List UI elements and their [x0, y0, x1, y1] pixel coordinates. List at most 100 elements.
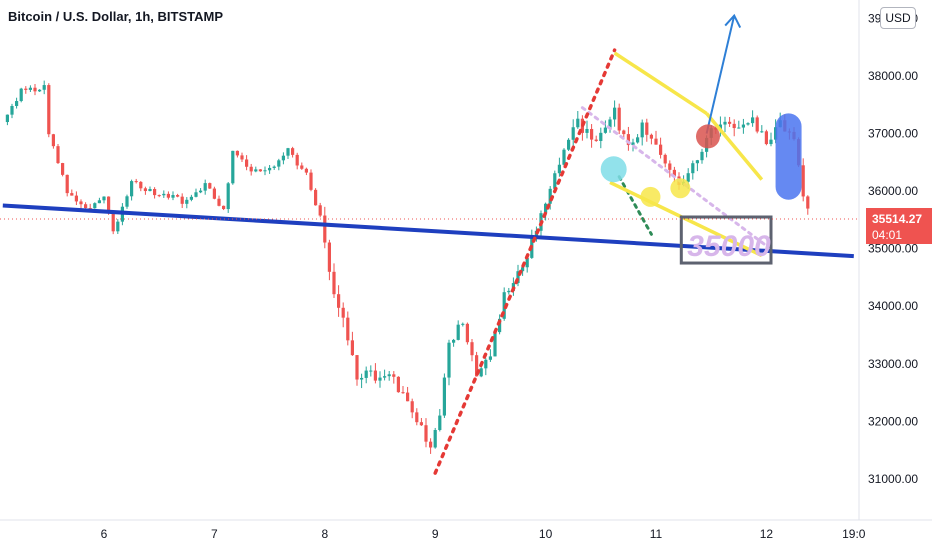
last-price-value: 35514.27: [872, 212, 923, 226]
wedge-line: [613, 51, 708, 115]
candle-up: [700, 151, 704, 161]
candle-up: [691, 163, 695, 174]
candle-down: [732, 123, 736, 129]
candle-down: [157, 195, 161, 197]
time-tick-label: 8: [321, 527, 328, 541]
candle-down: [309, 172, 313, 190]
candle-up: [15, 101, 19, 106]
candle-down: [153, 188, 157, 196]
candle-up: [148, 188, 152, 192]
candle-up: [571, 127, 575, 140]
candle-up: [199, 190, 203, 193]
candle-up: [640, 122, 644, 138]
cyan-highlight-circle: [600, 156, 627, 183]
candle-down: [24, 88, 28, 90]
price-tick-label: 32000.00: [868, 414, 918, 428]
candle-up: [718, 124, 722, 130]
wedge-line: [609, 180, 763, 258]
currency-button[interactable]: USD: [880, 7, 916, 29]
candle-up: [38, 89, 42, 92]
candle-down: [212, 188, 216, 199]
candle-up: [286, 148, 290, 156]
candle-down: [166, 193, 170, 198]
candle-up: [42, 85, 46, 90]
candle-up: [631, 142, 635, 146]
candle-down: [594, 139, 598, 141]
candle-up: [254, 169, 258, 172]
candle-up: [603, 127, 607, 133]
candle-down: [61, 163, 65, 175]
candle-down: [410, 401, 414, 413]
price-tick-label: 34000.00: [868, 299, 918, 313]
candle-up: [613, 107, 617, 120]
candle-up: [387, 374, 391, 377]
candle-up: [433, 430, 437, 448]
candle-up: [268, 167, 272, 171]
candle-up: [130, 181, 134, 197]
candle-up: [521, 267, 525, 272]
price-tick-label: 36000.00: [868, 184, 918, 198]
candle-down: [222, 205, 226, 210]
candle-down: [74, 195, 78, 202]
candle-up: [360, 377, 364, 380]
candle-up: [19, 88, 23, 102]
candle-down: [323, 215, 327, 243]
candle-down: [626, 134, 630, 146]
candle-down: [33, 87, 37, 92]
candle-down: [622, 130, 626, 135]
candle-down: [350, 340, 354, 356]
purple-dotted-projection: [580, 106, 768, 248]
candle-down: [401, 392, 405, 394]
green-dotted-projection: [617, 175, 653, 236]
candle-down: [79, 201, 83, 205]
price-tick-label: 37000.00: [868, 127, 918, 141]
candle-down: [300, 165, 304, 169]
candle-down: [470, 342, 474, 356]
candle-up: [456, 324, 460, 340]
candle-up: [93, 203, 97, 209]
drawings-layer: 35000: [0, 13, 859, 475]
yellow-highlight-circle: [670, 178, 691, 199]
candle-down: [111, 211, 115, 232]
candle-down: [341, 307, 345, 318]
candle-up: [97, 200, 101, 204]
candle-up: [452, 339, 456, 343]
candle-up: [562, 149, 566, 165]
time-tick-label: 7: [211, 527, 218, 541]
price-axis[interactable]: 31000.00 32000.00 33000.00 34000.00 35000.00…: [868, 11, 918, 485]
candle-down: [764, 131, 768, 145]
price-tick-label: 33000.00: [868, 357, 918, 371]
candle-down: [56, 146, 60, 164]
candle-up: [567, 139, 571, 150]
candle-down: [373, 370, 377, 381]
time-tick-label: 9: [432, 527, 439, 541]
candle-up: [272, 166, 276, 168]
candle-up: [548, 188, 552, 204]
candle-up: [488, 356, 492, 360]
candle-down: [47, 85, 51, 135]
candle-down: [134, 181, 138, 183]
candle-up: [695, 160, 699, 164]
candle-down: [806, 196, 810, 209]
candle-down: [672, 169, 676, 177]
price-tick-label: 31000.00: [868, 472, 918, 486]
time-tick-label: 10: [539, 527, 553, 541]
candle-up: [507, 290, 511, 293]
candle-down: [755, 117, 759, 132]
candle-up: [686, 173, 690, 182]
candle-up: [737, 127, 741, 129]
candle-up: [263, 170, 267, 172]
candle-down: [327, 242, 331, 272]
candle-up: [438, 415, 442, 431]
candle-down: [107, 196, 111, 212]
candle-down: [337, 294, 341, 308]
candle-up: [442, 377, 446, 416]
time-axis[interactable]: 6 7 8 9 10 11 12 19:0: [101, 527, 866, 541]
candle-up: [493, 332, 497, 357]
candle-up: [599, 132, 603, 141]
candle-up: [203, 183, 207, 191]
candle-down: [291, 148, 295, 155]
time-tick-label: 6: [101, 527, 108, 541]
breakout-arrow-shaft: [705, 15, 736, 134]
